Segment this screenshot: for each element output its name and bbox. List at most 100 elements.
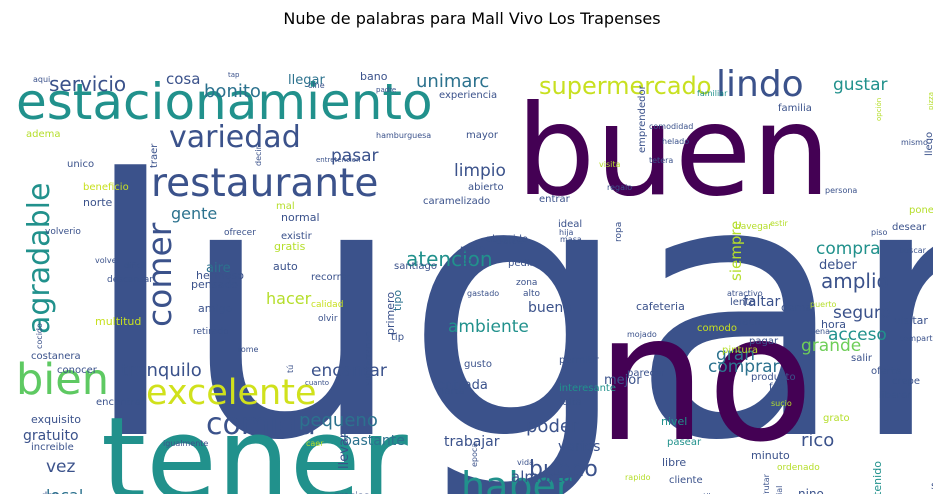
word-42: vez — [46, 457, 76, 477]
word-181: caer — [306, 439, 324, 448]
word-112: adema — [26, 129, 61, 140]
word-24: atencion — [406, 247, 493, 271]
word-193: descansar — [107, 275, 153, 285]
word-69: zona — [516, 278, 537, 288]
word-71: comodo — [697, 323, 737, 334]
word-114: tap — [228, 71, 240, 79]
word-51: faltar — [743, 294, 780, 310]
word-50: almorzar — [511, 468, 578, 486]
word-73: dema — [781, 301, 812, 314]
word-152: pedir — [508, 258, 535, 269]
word-163: sucio — [771, 399, 792, 408]
word-13: comer — [140, 222, 179, 327]
word-164: grato — [823, 413, 850, 424]
word-32: gran — [716, 345, 755, 365]
word-53: visitar — [894, 314, 928, 327]
word-59: auto — [273, 260, 298, 273]
word-155: puerto — [810, 300, 836, 309]
word-11: comida — [206, 407, 316, 442]
word-105: costanera — [31, 351, 81, 362]
word-122: familia — [778, 103, 812, 114]
word-121: familiar — [697, 89, 728, 98]
word-81: falta — [559, 397, 581, 408]
word-158: manzana — [724, 329, 761, 338]
word-109: unico — [67, 159, 94, 170]
word-183: calidad — [311, 300, 343, 310]
word-148: masa — [560, 235, 582, 244]
word-91: entretenido — [871, 461, 884, 494]
word-103: exquisito — [31, 413, 81, 426]
word-58: hermoso — [196, 269, 244, 282]
word-52: deber — [819, 258, 858, 273]
word-108: fome — [238, 345, 259, 354]
word-185: recorrer — [311, 272, 352, 283]
word-171: epoca — [470, 443, 479, 467]
word-61: amigo — [198, 302, 232, 315]
word-37: buena — [528, 300, 572, 316]
word-159: pintura — [722, 345, 758, 356]
word-80: interesante — [559, 383, 616, 394]
word-123: comodidad — [649, 122, 693, 131]
word-66: ideal — [558, 219, 582, 230]
word-64: tipo — [391, 290, 404, 311]
word-135: abierto — [468, 182, 504, 193]
word-12: agradable — [22, 183, 57, 334]
word-74: pagar — [749, 336, 779, 347]
word-104: conocer — [57, 365, 98, 376]
word-35: pequeno — [299, 410, 378, 431]
word-169: rapido — [625, 473, 651, 482]
word-151: dos — [462, 257, 476, 266]
word-177: llevar — [337, 432, 352, 469]
word-117: bano — [360, 70, 388, 83]
word-70: cafeteria — [636, 300, 685, 313]
word-21: pasar — [331, 146, 378, 166]
word-20: llegar — [288, 73, 325, 88]
word-106: encontrar — [96, 397, 146, 408]
word-48: entrada — [437, 378, 488, 393]
word-184: olvir — [318, 314, 338, 324]
word-96: gracias — [333, 491, 369, 494]
word-43: local — [46, 486, 83, 494]
word-146: hija — [559, 228, 574, 237]
word-142: piso — [871, 228, 887, 237]
word-5: restaurante — [151, 161, 378, 206]
word-17: gustar — [833, 75, 888, 95]
word-14: supermercado — [539, 72, 711, 100]
word-156: pena — [810, 327, 830, 336]
word-82: harta — [438, 386, 465, 397]
word-85: libre — [662, 456, 686, 469]
word-176: disfrutar — [762, 473, 771, 494]
word-15: servicio — [49, 72, 126, 96]
word-34: encantar — [311, 361, 387, 381]
word-111: norte — [83, 196, 113, 209]
word-145: navegar — [735, 222, 772, 232]
word-140: poner — [909, 205, 933, 216]
word-147: ropa — [614, 222, 624, 242]
word-150: malo — [460, 244, 485, 255]
word-172: util — [698, 492, 711, 494]
word-139: persona — [825, 186, 857, 195]
word-30: grande — [801, 336, 861, 356]
word-46: gratuito — [23, 428, 79, 444]
word-107: retirado — [193, 327, 229, 337]
word-28: seguro — [833, 303, 891, 323]
word-57: gratis — [274, 240, 306, 253]
word-3: tener — [101, 393, 408, 494]
word-157: compartir — [899, 334, 933, 343]
word-102: increible — [31, 442, 74, 453]
word-126: visita — [599, 160, 620, 169]
word-25: compra — [816, 239, 881, 259]
word-77: oferta — [871, 366, 901, 377]
word-113: aqui — [33, 75, 50, 84]
word-125: tetera — [649, 156, 673, 165]
word-116: padre — [376, 86, 396, 94]
word-19: bonito — [204, 81, 261, 102]
word-153: gastado — [467, 289, 499, 298]
word-186: normal — [281, 211, 320, 224]
word-133: decir — [254, 145, 263, 166]
word-33: tranquilo — [121, 360, 202, 381]
word-83: pasear — [667, 437, 702, 448]
word-45: trabajar — [444, 434, 500, 450]
word-131: llego — [924, 132, 933, 156]
